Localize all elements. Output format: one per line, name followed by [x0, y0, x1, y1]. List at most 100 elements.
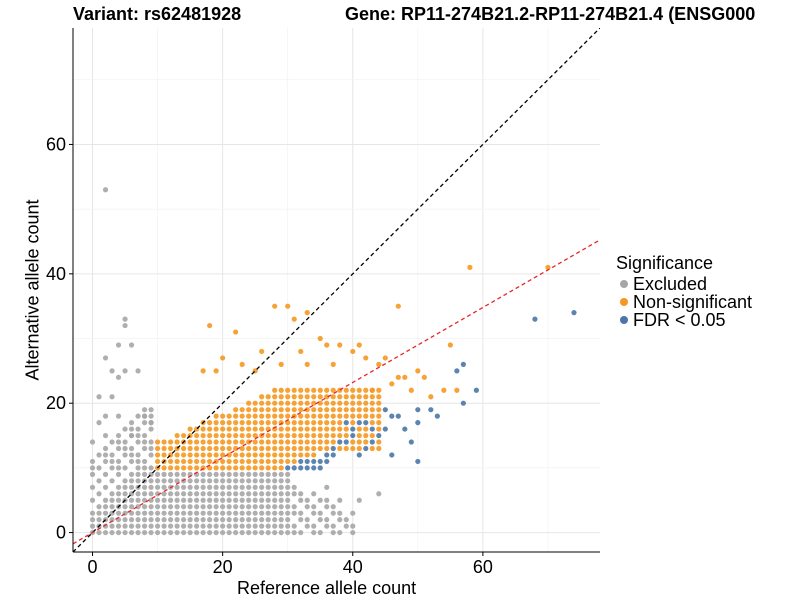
- x-tick-label: 20: [213, 557, 233, 577]
- point-non-significant: [317, 439, 323, 445]
- point-non-significant: [226, 426, 232, 432]
- point-fdr-significant: [285, 465, 291, 471]
- point-non-significant: [226, 465, 232, 471]
- point-fdr-significant: [350, 426, 356, 432]
- point-excluded: [187, 478, 193, 484]
- point-non-significant: [154, 439, 161, 445]
- point-excluded: [141, 465, 148, 471]
- point-excluded: [200, 497, 206, 503]
- legend-marker-excluded: [620, 280, 628, 288]
- point-excluded: [207, 478, 213, 484]
- point-excluded: [161, 510, 167, 516]
- point-non-significant: [317, 387, 323, 393]
- point-excluded: [324, 504, 330, 510]
- point-excluded: [252, 510, 258, 516]
- point-excluded: [109, 504, 115, 510]
- point-non-significant: [350, 387, 356, 393]
- point-non-significant: [408, 387, 414, 393]
- point-non-significant: [363, 407, 369, 413]
- point-fdr-significant: [473, 387, 479, 393]
- point-excluded: [122, 368, 128, 374]
- point-excluded: [304, 497, 310, 503]
- point-excluded: [128, 471, 135, 477]
- point-excluded: [148, 497, 154, 503]
- point-non-significant: [167, 439, 174, 445]
- point-excluded: [161, 504, 167, 510]
- point-non-significant: [304, 445, 310, 452]
- point-excluded: [207, 529, 213, 536]
- point-excluded: [96, 517, 102, 523]
- point-excluded: [272, 491, 278, 497]
- point-excluded: [141, 491, 148, 497]
- point-excluded: [324, 484, 330, 490]
- point-non-significant: [213, 426, 219, 432]
- point-non-significant: [239, 426, 245, 432]
- point-non-significant: [291, 407, 297, 413]
- point-excluded: [298, 510, 304, 516]
- point-non-significant: [304, 394, 310, 400]
- point-non-significant: [167, 465, 174, 471]
- x-axis-title: Reference allele count: [237, 578, 417, 598]
- point-excluded: [252, 523, 258, 529]
- point-excluded: [272, 497, 278, 503]
- point-excluded: [317, 497, 323, 503]
- point-non-significant: [181, 445, 187, 452]
- point-excluded: [167, 517, 174, 523]
- point-excluded: [187, 484, 193, 490]
- point-fdr-significant: [415, 407, 421, 413]
- point-excluded: [109, 478, 115, 484]
- point-excluded: [259, 484, 265, 490]
- point-excluded: [109, 394, 115, 400]
- point-non-significant: [285, 407, 291, 413]
- point-non-significant: [233, 458, 239, 465]
- point-non-significant: [298, 445, 304, 452]
- point-excluded: [122, 322, 128, 329]
- point-excluded: [239, 529, 245, 536]
- point-non-significant: [259, 439, 265, 445]
- point-non-significant: [259, 413, 265, 419]
- point-non-significant: [369, 407, 375, 413]
- point-excluded: [115, 374, 122, 380]
- point-excluded: [96, 529, 102, 536]
- point-non-significant: [181, 432, 187, 439]
- point-excluded: [311, 504, 317, 510]
- point-excluded: [154, 471, 161, 477]
- point-fdr-significant: [330, 452, 336, 458]
- point-non-significant: [213, 420, 219, 426]
- point-non-significant: [233, 439, 239, 445]
- point-fdr-significant: [402, 426, 408, 432]
- point-non-significant: [246, 465, 252, 471]
- point-non-significant: [239, 445, 245, 452]
- point-non-significant: [324, 445, 330, 452]
- point-non-significant: [311, 432, 317, 439]
- point-excluded: [207, 484, 213, 490]
- point-non-significant: [304, 426, 310, 432]
- point-non-significant: [207, 420, 213, 426]
- point-non-significant: [337, 432, 343, 439]
- point-excluded: [128, 504, 135, 510]
- point-non-significant: [161, 445, 167, 452]
- point-non-significant: [239, 407, 245, 413]
- point-excluded: [141, 432, 148, 439]
- point-non-significant: [207, 439, 213, 445]
- point-non-significant: [363, 432, 369, 439]
- point-non-significant: [343, 394, 349, 400]
- point-excluded: [89, 439, 96, 445]
- point-excluded: [102, 504, 109, 510]
- point-non-significant: [369, 420, 375, 426]
- point-non-significant: [350, 400, 356, 406]
- point-excluded: [128, 432, 135, 439]
- point-non-significant: [298, 432, 304, 439]
- point-excluded: [304, 504, 310, 510]
- point-excluded: [154, 491, 161, 497]
- point-excluded: [102, 458, 109, 465]
- point-excluded: [135, 504, 141, 510]
- point-non-significant: [265, 465, 271, 471]
- point-non-significant: [350, 439, 356, 445]
- point-non-significant: [272, 413, 278, 419]
- point-excluded: [285, 510, 291, 516]
- point-non-significant: [213, 368, 219, 374]
- point-non-significant: [233, 432, 239, 439]
- point-excluded: [246, 510, 252, 516]
